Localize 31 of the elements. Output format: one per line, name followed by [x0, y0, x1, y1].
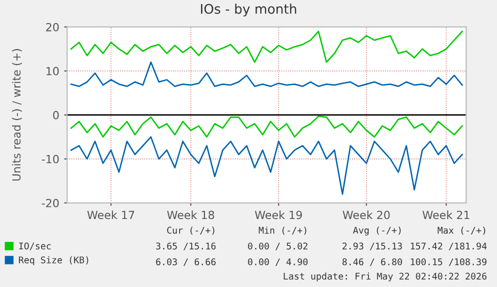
y-tick-label: 10 — [46, 66, 59, 76]
x-tick-label: Week 18 — [167, 210, 214, 220]
chart-title: IOs - by month — [201, 4, 296, 16]
text: Cur (-/+) — [167, 226, 214, 235]
text: Min (-/+) — [258, 226, 306, 235]
x-tick-label: Week 19 — [254, 210, 302, 220]
text: 8.46 / 6.80 — [342, 258, 402, 266]
legend-label: Req Size (KB) — [18, 256, 88, 266]
y-tick-label: 20 — [46, 22, 59, 32]
x-tick-label: Week 17 — [87, 210, 134, 220]
y-tick-label: -10 — [42, 154, 59, 164]
text: 3.65 /15.16 — [156, 242, 216, 250]
line-series — [70, 30, 463, 63]
text: 100.15 /108.39 — [410, 258, 486, 266]
line-series — [70, 116, 463, 138]
line-series — [70, 61, 463, 88]
text: 0.00 / 5.02 — [248, 242, 308, 250]
text: Max (-/+) — [438, 226, 486, 235]
y-tick-label: -20 — [42, 198, 59, 208]
text: 6.03 / 6.66 — [156, 258, 216, 266]
text: Last update: Fri May 22 02:40:22 2026 — [284, 272, 486, 282]
x-tick-label: Week 20 — [342, 210, 390, 220]
legend-label: IO/sec — [19, 242, 51, 250]
line-series — [70, 136, 463, 195]
y-axis-title: Units read (-) / write (+) — [12, 49, 22, 181]
text: Avg (-/+) — [353, 226, 401, 236]
text: 0.00 / 4.90 — [248, 258, 308, 266]
text: 2.93 /15.13 — [342, 242, 402, 250]
x-tick-label: Week 21 — [422, 210, 470, 220]
y-tick-label: 0 — [53, 110, 59, 120]
text: 157.42 /181.94 — [410, 242, 487, 250]
